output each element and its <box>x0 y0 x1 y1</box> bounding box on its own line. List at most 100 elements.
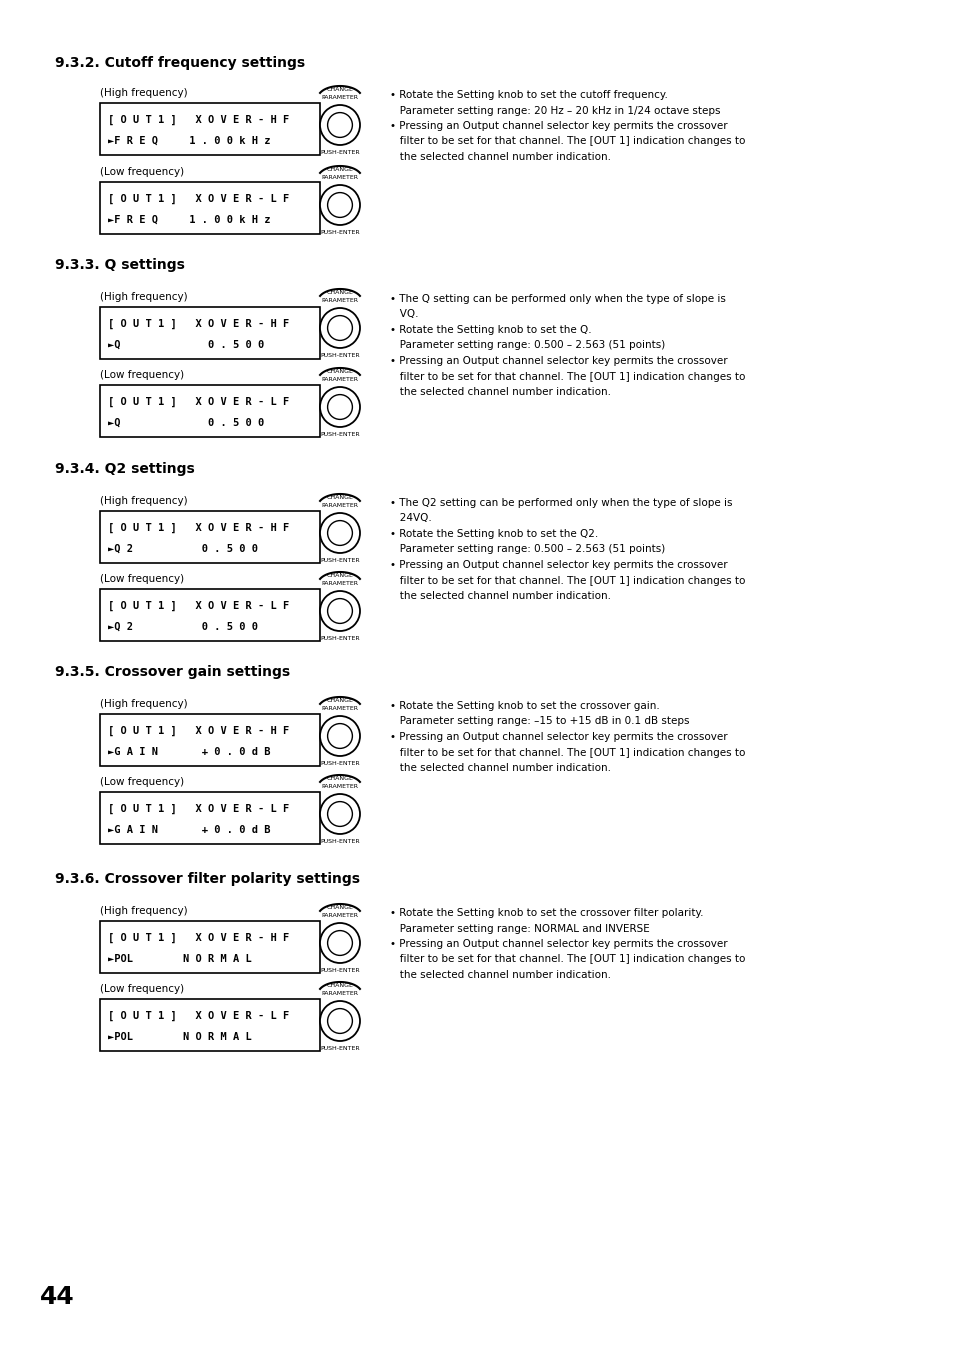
Text: [ O U T 1 ]   X O V E R - H F: [ O U T 1 ] X O V E R - H F <box>108 725 289 736</box>
Text: PARAMETER: PARAMETER <box>321 581 358 586</box>
Text: [ O U T 1 ]   X O V E R - H F: [ O U T 1 ] X O V E R - H F <box>108 115 289 124</box>
Bar <box>100 182 319 234</box>
Text: PARAMETER: PARAMETER <box>321 992 358 996</box>
Bar <box>100 921 319 973</box>
Bar <box>100 511 319 563</box>
Text: • Pressing an Output channel selector key permits the crossover: • Pressing an Output channel selector ke… <box>390 357 727 366</box>
Text: PARAMETER: PARAMETER <box>321 707 358 711</box>
Circle shape <box>319 590 359 631</box>
Text: (Low frequency): (Low frequency) <box>100 168 184 177</box>
Text: PARAMETER: PARAMETER <box>321 913 358 917</box>
Text: PUSH-ENTER: PUSH-ENTER <box>320 969 359 973</box>
Text: PUSH-ENTER: PUSH-ENTER <box>320 636 359 640</box>
Text: • Rotate the Setting knob to set the Q.: • Rotate the Setting knob to set the Q. <box>390 326 591 335</box>
Text: [ O U T 1 ]   X O V E R - H F: [ O U T 1 ] X O V E R - H F <box>108 932 289 943</box>
Circle shape <box>327 598 352 623</box>
Text: PARAMETER: PARAMETER <box>321 95 358 100</box>
Text: (High frequency): (High frequency) <box>100 698 188 709</box>
Text: filter to be set for that channel. The [OUT 1] indication changes to: filter to be set for that channel. The [… <box>390 747 744 758</box>
Text: (Low frequency): (Low frequency) <box>100 984 184 994</box>
Text: CHANGE: CHANGE <box>326 573 353 578</box>
Circle shape <box>319 105 359 145</box>
Text: CHANGE: CHANGE <box>326 698 353 703</box>
Text: PARAMETER: PARAMETER <box>321 176 358 180</box>
Text: the selected channel number indication.: the selected channel number indication. <box>390 153 610 162</box>
Text: • The Q setting can be performed only when the type of slope is: • The Q setting can be performed only wh… <box>390 295 725 304</box>
Circle shape <box>327 112 352 138</box>
Text: Parameter setting range: 0.500 – 2.563 (51 points): Parameter setting range: 0.500 – 2.563 (… <box>390 340 664 350</box>
Text: • Rotate the Setting knob to set the crossover gain.: • Rotate the Setting knob to set the cro… <box>390 701 659 711</box>
Text: • The Q2 setting can be performed only when the type of slope is: • The Q2 setting can be performed only w… <box>390 499 732 508</box>
Circle shape <box>319 794 359 834</box>
Text: PUSH-ENTER: PUSH-ENTER <box>320 150 359 155</box>
Bar <box>100 998 319 1051</box>
Text: PARAMETER: PARAMETER <box>321 503 358 508</box>
Text: PUSH-ENTER: PUSH-ENTER <box>320 432 359 436</box>
Text: • Pressing an Output channel selector key permits the crossover: • Pressing an Output channel selector ke… <box>390 561 727 570</box>
Text: ►Q 2           0 . 5 0 0: ►Q 2 0 . 5 0 0 <box>108 621 257 632</box>
Text: [ O U T 1 ]   X O V E R - H F: [ O U T 1 ] X O V E R - H F <box>108 523 289 532</box>
Bar <box>100 713 319 766</box>
Text: filter to be set for that channel. The [OUT 1] indication changes to: filter to be set for that channel. The [… <box>390 955 744 965</box>
Text: 9.3.5. Crossover gain settings: 9.3.5. Crossover gain settings <box>55 665 290 680</box>
Text: PARAMETER: PARAMETER <box>321 377 358 382</box>
Text: 9.3.2. Cutoff frequency settings: 9.3.2. Cutoff frequency settings <box>55 55 305 70</box>
Circle shape <box>327 724 352 748</box>
Text: ►POL        N O R M A L: ►POL N O R M A L <box>108 1032 252 1042</box>
Text: Parameter setting range: NORMAL and INVERSE: Parameter setting range: NORMAL and INVE… <box>390 924 649 934</box>
Text: • Rotate the Setting knob to set the cutoff frequency.: • Rotate the Setting knob to set the cut… <box>390 91 667 100</box>
Text: 9.3.3. Q settings: 9.3.3. Q settings <box>55 258 185 272</box>
Text: ►G A I N       + 0 . 0 d B: ►G A I N + 0 . 0 d B <box>108 747 271 757</box>
Text: (Low frequency): (Low frequency) <box>100 777 184 788</box>
Circle shape <box>327 801 352 827</box>
Circle shape <box>327 394 352 419</box>
Circle shape <box>319 923 359 963</box>
Text: ►POL        N O R M A L: ►POL N O R M A L <box>108 954 252 965</box>
Text: • Pressing an Output channel selector key permits the crossover: • Pressing an Output channel selector ke… <box>390 732 727 742</box>
Text: [ O U T 1 ]   X O V E R - L F: [ O U T 1 ] X O V E R - L F <box>108 601 289 611</box>
Text: 44: 44 <box>40 1285 74 1309</box>
Text: [ O U T 1 ]   X O V E R - L F: [ O U T 1 ] X O V E R - L F <box>108 1011 289 1021</box>
Text: CHANGE: CHANGE <box>326 168 353 172</box>
Text: ►Q              0 . 5 0 0: ►Q 0 . 5 0 0 <box>108 340 264 350</box>
Text: VQ.: VQ. <box>390 309 418 319</box>
Bar <box>100 307 319 359</box>
Text: ►Q 2           0 . 5 0 0: ►Q 2 0 . 5 0 0 <box>108 544 257 554</box>
Text: the selected channel number indication.: the selected channel number indication. <box>390 970 610 979</box>
Text: PARAMETER: PARAMETER <box>321 299 358 303</box>
Text: 9.3.6. Crossover filter polarity settings: 9.3.6. Crossover filter polarity setting… <box>55 871 359 886</box>
Circle shape <box>319 1001 359 1042</box>
Text: PUSH-ENTER: PUSH-ENTER <box>320 353 359 358</box>
Text: (Low frequency): (Low frequency) <box>100 370 184 380</box>
Circle shape <box>319 308 359 349</box>
Text: ►Q              0 . 5 0 0: ►Q 0 . 5 0 0 <box>108 417 264 428</box>
Text: • Rotate the Setting knob to set the crossover filter polarity.: • Rotate the Setting knob to set the cro… <box>390 908 702 917</box>
Text: Parameter setting range: –15 to +15 dB in 0.1 dB steps: Parameter setting range: –15 to +15 dB i… <box>390 716 689 727</box>
Text: (High frequency): (High frequency) <box>100 496 188 507</box>
Text: CHANGE: CHANGE <box>326 984 353 988</box>
Circle shape <box>319 185 359 226</box>
Text: filter to be set for that channel. The [OUT 1] indication changes to: filter to be set for that channel. The [… <box>390 576 744 585</box>
Text: the selected channel number indication.: the selected channel number indication. <box>390 763 610 773</box>
Text: CHANGE: CHANGE <box>326 290 353 295</box>
Text: PARAMETER: PARAMETER <box>321 784 358 789</box>
Circle shape <box>327 193 352 218</box>
Text: ►G A I N       + 0 . 0 d B: ►G A I N + 0 . 0 d B <box>108 825 271 835</box>
Text: [ O U T 1 ]   X O V E R - L F: [ O U T 1 ] X O V E R - L F <box>108 397 289 407</box>
Text: (Low frequency): (Low frequency) <box>100 574 184 584</box>
Text: CHANGE: CHANGE <box>326 775 353 781</box>
Text: PUSH-ENTER: PUSH-ENTER <box>320 558 359 563</box>
Text: 24VQ.: 24VQ. <box>390 513 432 523</box>
Circle shape <box>327 520 352 546</box>
Text: • Pressing an Output channel selector key permits the crossover: • Pressing an Output channel selector ke… <box>390 122 727 131</box>
Text: (High frequency): (High frequency) <box>100 907 188 916</box>
Text: PUSH-ENTER: PUSH-ENTER <box>320 839 359 844</box>
Circle shape <box>327 1009 352 1034</box>
Circle shape <box>319 716 359 757</box>
Text: filter to be set for that channel. The [OUT 1] indication changes to: filter to be set for that channel. The [… <box>390 372 744 381</box>
Text: the selected channel number indication.: the selected channel number indication. <box>390 386 610 397</box>
Text: CHANGE: CHANGE <box>326 86 353 92</box>
Text: ►F R E Q     1 . 0 0 k H z: ►F R E Q 1 . 0 0 k H z <box>108 215 271 226</box>
Text: CHANGE: CHANGE <box>326 905 353 911</box>
Text: ►F R E Q     1 . 0 0 k H z: ►F R E Q 1 . 0 0 k H z <box>108 136 271 146</box>
